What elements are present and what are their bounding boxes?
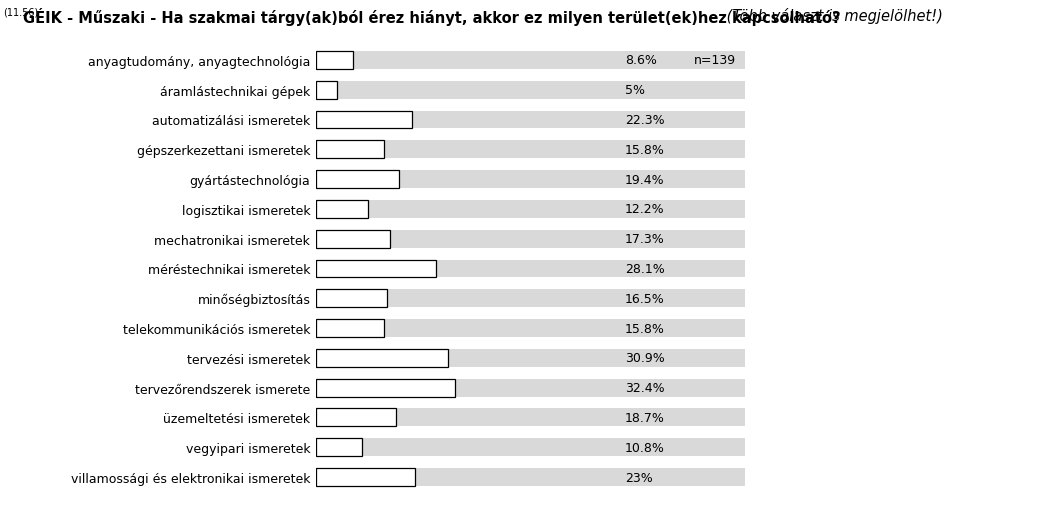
Bar [316,230,390,248]
Text: n=139: n=139 [694,54,736,67]
Bar [316,200,744,218]
Text: GÉIK - Műszaki - Ha szakmai tárgy(ak)ból érez hiányt, akkor ez milyen terület(ek: GÉIK - Műszaki - Ha szakmai tárgy(ak)ból… [23,8,840,26]
Text: 16.5%: 16.5% [624,292,664,305]
Bar [316,171,744,189]
Text: 10.8%: 10.8% [624,441,664,454]
Bar [316,320,383,337]
Text: 5%: 5% [624,84,644,97]
Bar [316,260,744,278]
Bar [316,468,744,486]
Bar [316,171,399,189]
Text: 18.7%: 18.7% [624,411,664,424]
Bar [316,409,396,427]
Text: 28.1%: 28.1% [624,263,664,275]
Bar [316,320,744,337]
Text: 8.6%: 8.6% [624,54,657,67]
Bar [316,290,386,308]
Bar [316,82,744,99]
Bar [316,438,362,456]
Bar [316,141,383,159]
Text: (Több választ is megjelölhet!): (Több választ is megjelölhet!) [722,8,943,24]
Bar [316,52,744,70]
Bar [316,230,744,248]
Text: 23%: 23% [624,471,653,484]
Bar [316,82,337,99]
Bar [316,349,449,367]
Text: 15.8%: 15.8% [624,143,664,157]
Bar [316,468,415,486]
Bar [316,141,744,159]
Text: 12.2%: 12.2% [624,203,664,216]
Bar [316,200,369,218]
Bar [316,111,412,129]
Bar [316,260,436,278]
Bar [316,52,353,70]
Text: 22.3%: 22.3% [624,114,664,127]
Text: 19.4%: 19.4% [624,173,664,186]
Bar [316,379,744,397]
Text: 15.8%: 15.8% [624,322,664,335]
Text: 17.3%: 17.3% [624,233,664,245]
Bar [316,379,455,397]
Bar [316,290,744,308]
Bar [316,111,744,129]
Bar [316,349,744,367]
Text: (11.56): (11.56) [3,8,38,18]
Bar [316,438,744,456]
Text: 32.4%: 32.4% [624,381,664,394]
Text: 30.9%: 30.9% [624,351,664,365]
Bar [316,409,744,427]
